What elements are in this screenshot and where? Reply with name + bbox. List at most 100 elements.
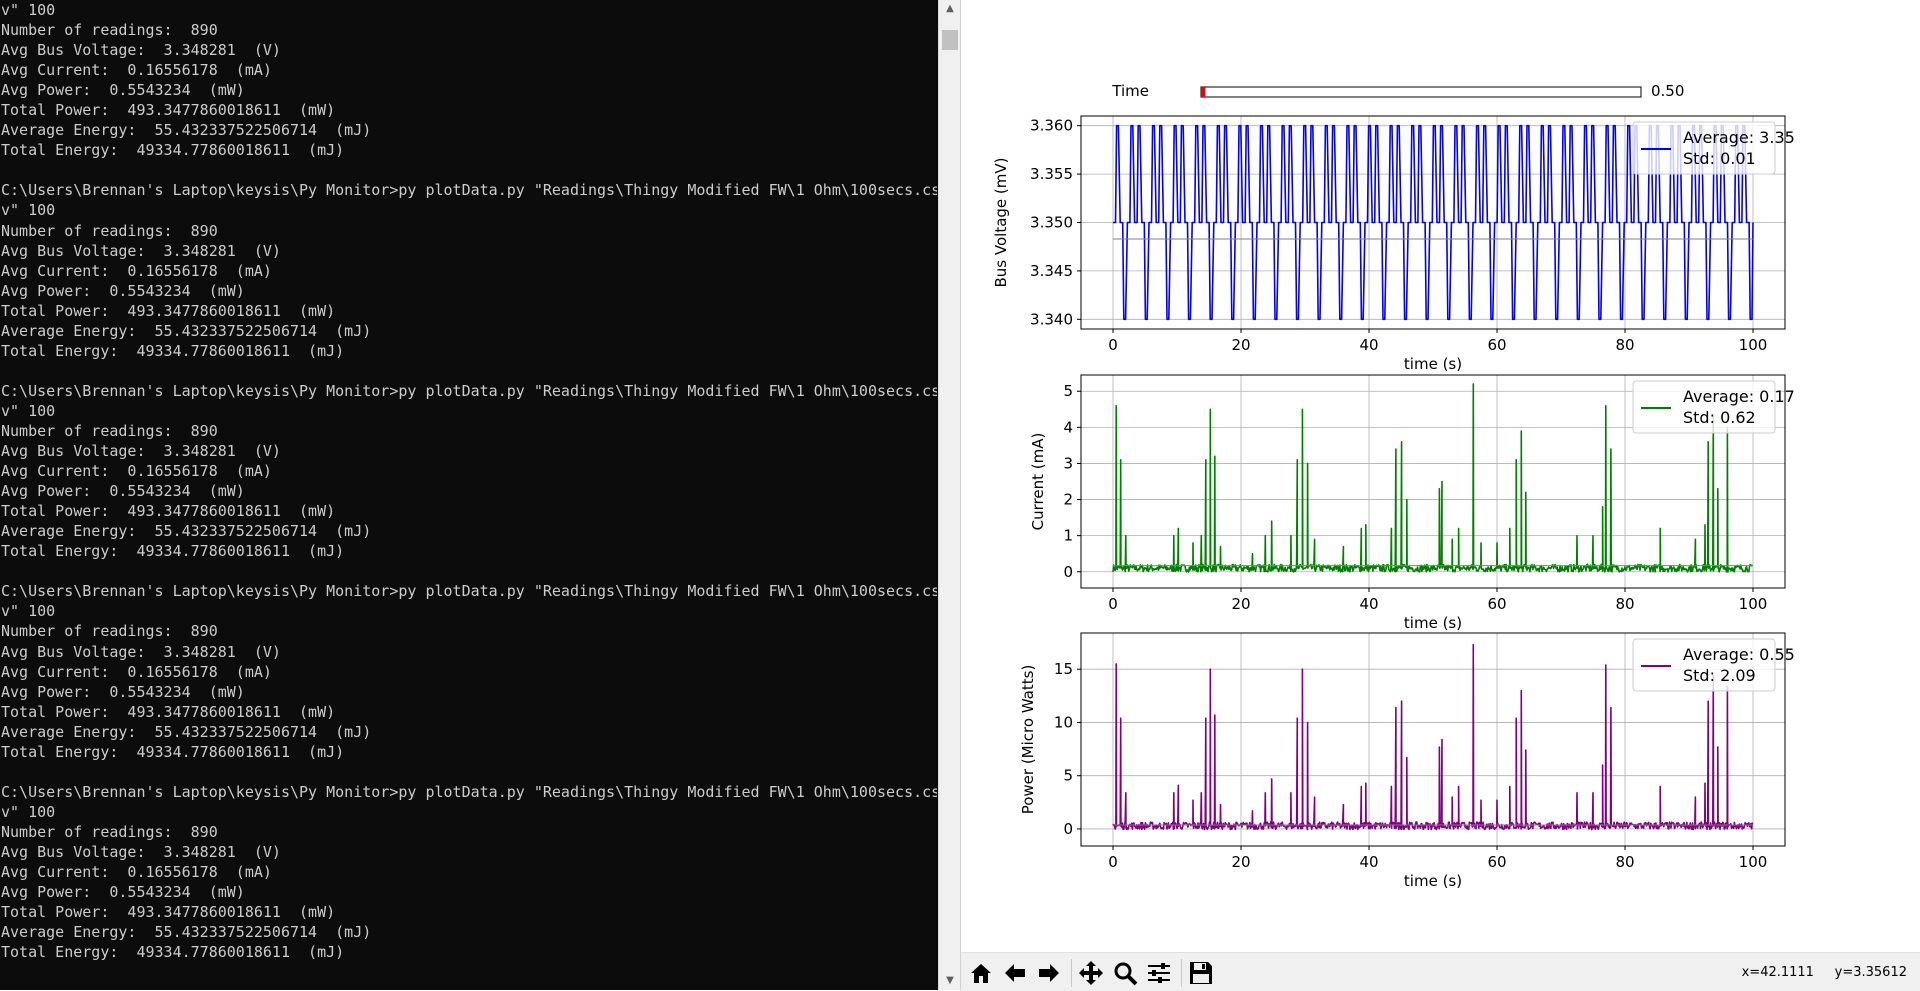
- floppy-disk-icon: [1190, 962, 1212, 984]
- terminal-scrollbar[interactable]: ▲ ▼: [938, 0, 961, 990]
- terminal-line: Total Power: 493.3477860018611 (mW): [1, 702, 336, 721]
- magnifier-icon: [1114, 962, 1138, 986]
- legend-std: Std: 0.01: [1683, 149, 1756, 168]
- zoom-button[interactable]: [1109, 958, 1141, 988]
- terminal-line: [1, 561, 937, 581]
- terminal-line: C:\Users\Brennan's Laptop\keysis\Py Moni…: [1, 782, 937, 801]
- coord-y: y=3.35612: [1834, 965, 1907, 980]
- terminal-line: Avg Current: 0.16556178 (mA): [1, 261, 272, 280]
- coord-x: x=42.1111: [1741, 965, 1814, 980]
- y-tick-label: 10: [1054, 713, 1073, 731]
- axes-frame: [1080, 632, 1786, 847]
- time-slider[interactable]: [1200, 86, 1642, 98]
- x-tick-label: 20: [1231, 853, 1250, 871]
- power-axes[interactable]: 0 20 40 60 80 100 0 5 10 15 Power (Micro Watts) tim…: [1019, 632, 1795, 890]
- terminal-line: Avg Power: 0.5543234 (mW): [1, 883, 245, 902]
- terminal-line: Number of readings: 890: [1, 622, 218, 641]
- home-icon: [971, 964, 991, 983]
- terminal-line: Average Energy: 55.432337522506714 (mJ): [1, 522, 372, 541]
- terminal-line: Total Power: 493.3477860018611 (mW): [1, 502, 336, 521]
- forward-button[interactable]: [1033, 958, 1065, 988]
- terminal-line: Avg Bus Voltage: 3.348281 (V): [1, 842, 281, 861]
- legend-box: [1632, 121, 1776, 175]
- time-slider-value: 0.50: [1651, 82, 1684, 100]
- home-button[interactable]: [965, 958, 997, 988]
- x-tick-label: 60: [1487, 336, 1506, 354]
- x-tick-label: 60: [1487, 595, 1506, 613]
- scrollbar-thumb[interactable]: [942, 30, 958, 50]
- figure-canvas[interactable]: Time 0.50 0 20 40 60 80 1003.3403.3453.3503.3…: [961, 0, 1920, 952]
- back-button[interactable]: [999, 958, 1031, 988]
- scroll-down-arrow-icon[interactable]: ▼: [946, 975, 954, 986]
- series-line: [1113, 124, 1754, 321]
- x-tick-label: 40: [1359, 595, 1378, 613]
- arrow-left-icon: [1005, 964, 1025, 982]
- y-tick-label: 3: [1063, 454, 1073, 472]
- terminal-line: Avg Bus Voltage: 3.348281 (V): [1, 642, 281, 661]
- y-tick-label: 3.360: [1030, 117, 1073, 135]
- x-tick-label: 40: [1359, 336, 1378, 354]
- terminal-line: v" 100: [1, 201, 56, 220]
- pan-button[interactable]: [1075, 958, 1107, 988]
- current-axes[interactable]: 0 20 40 60 80 100 0 1 2 3 4 5 Current (mA) time (s) Av…: [1029, 374, 1795, 632]
- x-axis-label: time (s): [1404, 614, 1462, 632]
- terminal-line: Total Power: 493.3477860018611 (mW): [1, 903, 336, 922]
- bus-voltage-axes[interactable]: 0 20 40 60 80 100 3.340 3.345 3.350 3.355 3.360 Bus…: [992, 115, 1795, 373]
- terminal-line: Avg Current: 0.16556178 (mA): [1, 863, 272, 882]
- x-tick-label: 100: [1739, 595, 1768, 613]
- scroll-up-arrow-icon[interactable]: ▲: [946, 3, 954, 14]
- matplotlib-toolbar: x=42.1111 y=3.35612: [961, 952, 1920, 991]
- y-axis-label: Bus Voltage (mV): [992, 158, 1010, 288]
- terminal-line: Total Energy: 49334.77860018611 (mJ): [1, 141, 345, 160]
- terminal-line: Average Energy: 55.432337522506714 (mJ): [1, 722, 372, 741]
- toolbar-separator: [1071, 959, 1072, 987]
- toolbar-separator: [1181, 959, 1182, 987]
- terminal-line: Avg Current: 0.16556178 (mA): [1, 61, 272, 80]
- sliders-icon: [1148, 963, 1170, 983]
- terminal-line: [1, 160, 937, 180]
- terminal-line: Total Energy: 49334.77860018611 (mJ): [1, 742, 345, 761]
- x-axis-label: time (s): [1404, 872, 1462, 890]
- legend-std: Std: 0.62: [1683, 408, 1756, 427]
- save-button[interactable]: [1185, 958, 1217, 988]
- x-tick-label: 60: [1487, 853, 1506, 871]
- terminal-line: Total Energy: 49334.77860018611 (mJ): [1, 542, 345, 561]
- x-tick-label: 20: [1231, 595, 1250, 613]
- legend-average: Average: 0.17: [1683, 387, 1795, 406]
- terminal-line: Total Energy: 49334.77860018611 (mJ): [1, 943, 345, 962]
- terminal-line: v" 100: [1, 1, 56, 19]
- terminal-line: v" 100: [1, 602, 56, 621]
- terminal-line: [1, 361, 937, 381]
- subplots-button[interactable]: [1143, 958, 1175, 988]
- terminal-line: Total Energy: 49334.77860018611 (mJ): [1, 341, 345, 360]
- time-slider-fill: [1201, 87, 1206, 97]
- terminal-line: C:\Users\Brennan's Laptop\keysis\Py Moni…: [1, 381, 937, 400]
- terminal-line: C:\Users\Brennan's Laptop\keysis\Py Moni…: [1, 582, 937, 601]
- terminal-line: Avg Bus Voltage: 3.348281 (V): [1, 41, 281, 60]
- terminal-line: Average Energy: 55.432337522506714 (mJ): [1, 321, 372, 340]
- x-axis-label: time (s): [1404, 355, 1462, 373]
- terminal-line: Avg Current: 0.16556178 (mA): [1, 662, 272, 681]
- x-tick-label: 0: [1108, 853, 1118, 871]
- terminal-window[interactable]: v" 100 Number of readings: 890 Avg Bus Vol…: [0, 0, 938, 990]
- legend-average: Average: 3.35: [1683, 128, 1795, 147]
- terminal-line: Number of readings: 890: [1, 421, 218, 440]
- x-tick-label: 40: [1359, 853, 1378, 871]
- cursor-coordinates: x=42.1111 y=3.35612: [1742, 965, 1907, 980]
- move-icon: [1079, 961, 1103, 985]
- x-tick-label: 100: [1739, 853, 1768, 871]
- y-tick-label: 2: [1063, 491, 1073, 509]
- y-tick-label: 3.340: [1030, 310, 1073, 328]
- legend-std: Std: 2.09: [1683, 666, 1756, 685]
- y-axis-label: Power (Micro Watts): [1019, 665, 1037, 815]
- y-tick-label: 4: [1063, 418, 1073, 436]
- terminal-line: Avg Power: 0.5543234 (mW): [1, 482, 245, 501]
- y-tick-label: 0: [1063, 563, 1073, 581]
- terminal-line: v" 100: [1, 802, 56, 821]
- y-tick-label: 3.350: [1030, 214, 1073, 232]
- terminal-line: C:\Users\Brennan's Laptop\keysis\Py Moni…: [1, 181, 937, 200]
- y-tick-label: 5: [1063, 382, 1073, 400]
- legend-box: [1632, 380, 1776, 434]
- terminal-line: [1, 762, 937, 782]
- y-tick-label: 0: [1063, 820, 1073, 838]
